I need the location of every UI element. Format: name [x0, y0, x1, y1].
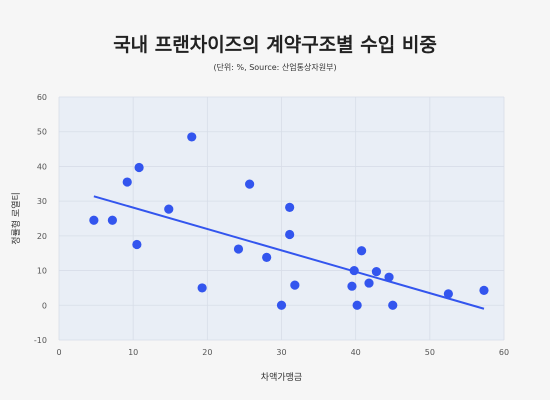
- y-tick-label: 50: [37, 128, 47, 137]
- data-point: [122, 177, 132, 187]
- data-point: [89, 215, 99, 225]
- data-point: [349, 265, 359, 276]
- data-point: [479, 285, 489, 295]
- x-tick-label: 20: [202, 348, 212, 357]
- data-points: [89, 132, 489, 310]
- y-axis-label: 정률형 로열티: [11, 192, 22, 245]
- data-point: [262, 252, 272, 262]
- x-tick-label: 40: [351, 348, 361, 357]
- data-point: [197, 283, 207, 293]
- x-tick-label: 0: [56, 348, 61, 357]
- data-point: [132, 239, 142, 250]
- y-axis-ticks: -10 0 10 20 30 40 50 60: [34, 93, 47, 345]
- data-point: [371, 267, 382, 277]
- data-point: [245, 179, 255, 189]
- x-tick-label: 50: [425, 348, 435, 357]
- data-point: [285, 229, 295, 240]
- data-point: [443, 289, 453, 299]
- x-tick-label: 10: [128, 348, 138, 357]
- y-tick-label: 20: [37, 232, 47, 241]
- data-point: [187, 132, 197, 142]
- data-point: [364, 278, 374, 288]
- data-point: [233, 244, 244, 254]
- data-point: [276, 300, 287, 310]
- x-tick-label: 60: [499, 348, 509, 357]
- data-point: [384, 272, 394, 282]
- data-point: [285, 202, 295, 212]
- data-point: [164, 204, 174, 214]
- data-point: [352, 300, 362, 310]
- data-point: [357, 246, 367, 256]
- chart-title: 국내 프랜차이즈의 계약구조별 수입 비중: [113, 34, 437, 56]
- x-axis-label: 차액가맹금: [261, 371, 302, 383]
- data-point: [107, 215, 117, 225]
- x-tick-label: 30: [276, 348, 286, 357]
- y-tick-label: 30: [37, 197, 47, 206]
- y-tick-label: -10: [34, 336, 47, 345]
- y-tick-label: 40: [37, 162, 47, 171]
- y-tick-label: 10: [37, 267, 47, 276]
- y-tick-label: 60: [37, 93, 47, 102]
- data-point: [388, 300, 398, 310]
- data-point: [347, 281, 357, 291]
- trend-line: [93, 195, 485, 310]
- y-tick-label: 0: [42, 301, 47, 310]
- data-point: [290, 280, 300, 290]
- data-point: [134, 162, 144, 173]
- chart-subtitle: (단위: %, Source: 산업통상자원부): [213, 63, 337, 72]
- x-axis-ticks: 0 10 20 30 40 50 60: [56, 348, 509, 357]
